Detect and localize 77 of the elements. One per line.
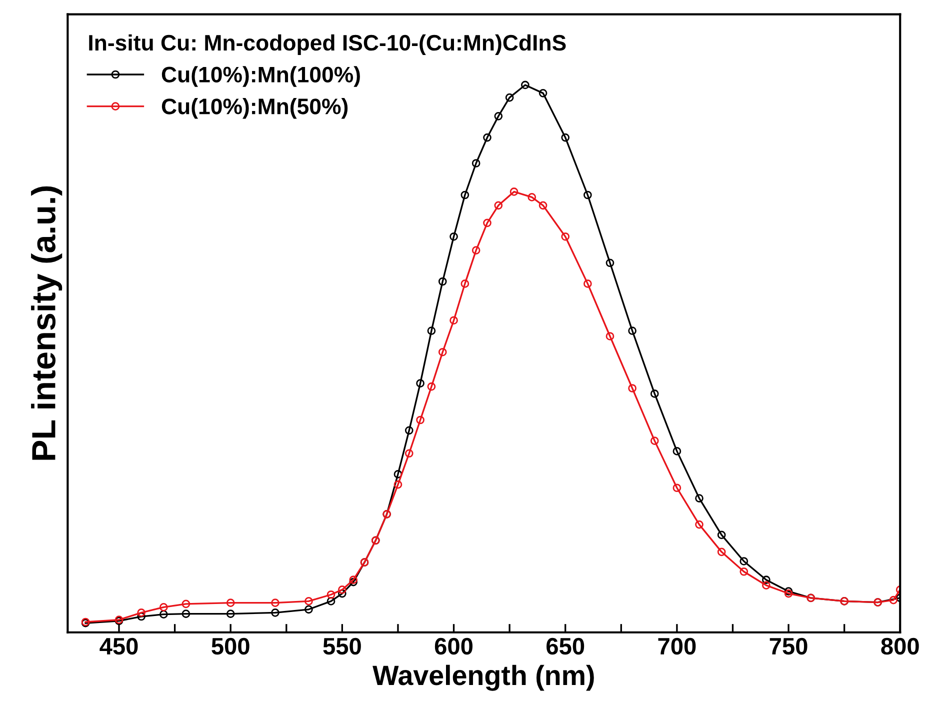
point bbox=[561, 232, 570, 241]
point bbox=[650, 390, 659, 398]
point bbox=[226, 598, 235, 607]
x-tick-label: 700 bbox=[658, 638, 696, 655]
point bbox=[494, 201, 503, 210]
point bbox=[695, 520, 704, 529]
point bbox=[137, 608, 146, 617]
point bbox=[628, 326, 636, 335]
point bbox=[450, 316, 458, 325]
point bbox=[438, 348, 447, 356]
point bbox=[672, 484, 682, 492]
point bbox=[889, 596, 898, 604]
x-tick-label: 800 bbox=[881, 638, 919, 655]
point bbox=[226, 610, 235, 618]
point bbox=[483, 133, 492, 142]
point bbox=[338, 586, 346, 594]
point bbox=[304, 605, 313, 614]
point bbox=[762, 581, 770, 590]
point bbox=[137, 612, 146, 621]
point bbox=[606, 332, 614, 340]
point bbox=[521, 80, 530, 90]
point bbox=[416, 416, 424, 424]
x-tick-label: 650 bbox=[546, 638, 584, 655]
point bbox=[326, 590, 336, 599]
point bbox=[528, 193, 536, 202]
point bbox=[762, 576, 770, 584]
point bbox=[182, 610, 190, 618]
point bbox=[450, 232, 458, 241]
point bbox=[427, 326, 436, 335]
legend-label: Cu(10%):Mn(100%) bbox=[162, 66, 360, 87]
point bbox=[740, 557, 748, 566]
point bbox=[159, 603, 168, 612]
y-axis-title: PL intensity (a.u.) bbox=[31, 186, 62, 460]
point bbox=[505, 93, 514, 102]
point bbox=[784, 589, 793, 598]
point bbox=[326, 597, 336, 606]
point bbox=[427, 382, 436, 391]
point bbox=[672, 447, 682, 456]
point bbox=[404, 449, 414, 458]
x-tick-label: 750 bbox=[770, 638, 808, 655]
point bbox=[740, 567, 748, 576]
point bbox=[159, 610, 168, 618]
point bbox=[460, 190, 470, 200]
point bbox=[584, 280, 592, 288]
point bbox=[650, 436, 659, 445]
point bbox=[416, 379, 424, 388]
x-tick-label: 550 bbox=[323, 638, 361, 655]
point bbox=[584, 190, 592, 200]
point bbox=[483, 218, 492, 228]
point bbox=[394, 480, 402, 489]
point bbox=[460, 280, 470, 288]
point bbox=[561, 133, 570, 142]
point bbox=[628, 384, 636, 392]
point bbox=[538, 89, 548, 98]
x-tick-label: 600 bbox=[434, 638, 472, 655]
point bbox=[271, 598, 280, 607]
point bbox=[304, 597, 313, 606]
point bbox=[538, 201, 548, 210]
point bbox=[338, 589, 346, 598]
x-axis-title: Wavelength (nm) bbox=[372, 664, 594, 691]
point bbox=[438, 277, 447, 286]
point bbox=[394, 470, 402, 478]
point bbox=[717, 530, 726, 540]
x-tick-label: 500 bbox=[212, 638, 250, 655]
point bbox=[182, 600, 190, 608]
legend-label: Cu(10%):Mn(50%) bbox=[162, 98, 348, 119]
legend-title: In-situ Cu: Mn-codoped ISC-10-(Cu:Mn)CdInS bbox=[89, 34, 566, 56]
point bbox=[472, 246, 480, 254]
point bbox=[510, 188, 518, 196]
point bbox=[271, 608, 280, 617]
point bbox=[472, 159, 480, 168]
point bbox=[494, 112, 503, 120]
point bbox=[606, 258, 614, 268]
x-tick-label: 450 bbox=[100, 638, 138, 655]
point bbox=[695, 494, 704, 502]
point bbox=[717, 548, 726, 556]
point bbox=[404, 426, 414, 435]
